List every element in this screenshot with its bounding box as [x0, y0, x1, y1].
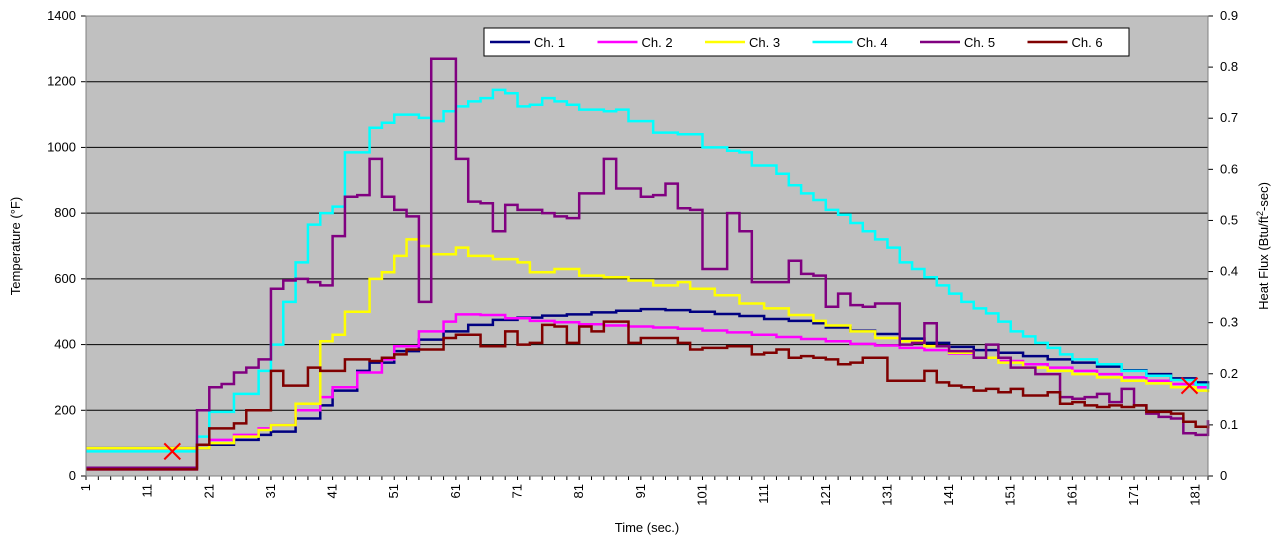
series-line-ch-3 — [86, 238, 1210, 450]
y-tick-label: 1200 — [47, 74, 76, 89]
y-axis-title: Temperature (°F) — [8, 197, 23, 295]
x-tick-label: 131 — [879, 484, 894, 506]
x-tick-label: 171 — [1126, 484, 1141, 506]
y-tick-label: 400 — [54, 337, 76, 352]
y-tick-label: 1400 — [47, 8, 76, 23]
x-marker — [163, 442, 182, 461]
legend-label: Ch. 6 — [1072, 35, 1103, 50]
y2-tick-label: 0.3 — [1220, 315, 1238, 330]
x-tick-label: 101 — [694, 484, 709, 506]
x-tick-label: 11 — [140, 484, 155, 498]
markers — [163, 376, 1199, 461]
legend: Ch. 1 Ch. 2 Ch. 3 Ch. 4 Ch. 5 Ch. 6 — [483, 27, 1130, 57]
y2-tick-label: 0.5 — [1220, 212, 1238, 227]
y2-tick-label: 0 — [1220, 468, 1227, 483]
x-tick-label: 1 — [78, 484, 93, 491]
x-tick-label: 151 — [1003, 484, 1018, 506]
y2-tick-label: 0.6 — [1220, 161, 1238, 176]
x-tick-label: 81 — [571, 484, 586, 498]
x-tick-label: 21 — [201, 484, 216, 498]
x-tick-label: 181 — [1188, 484, 1203, 506]
y2-tick-label: 0.9 — [1220, 8, 1238, 23]
series-line-ch-1 — [86, 307, 1210, 450]
y2-tick-label: 0.2 — [1220, 366, 1238, 381]
legend-label: Ch. 5 — [964, 35, 995, 50]
x-tick-label: 41 — [325, 484, 340, 498]
series-line-ch-6 — [86, 320, 1210, 471]
x-tick-label: 141 — [941, 484, 956, 506]
x-axis-title: Time (sec.) — [615, 520, 680, 535]
legend-label: Ch. 3 — [749, 35, 780, 50]
y2-tick-label: 0.8 — [1220, 59, 1238, 74]
x-tick-label: 51 — [386, 484, 401, 498]
legend-label: Ch. 1 — [534, 35, 565, 50]
y2-axis-title: Heat Flux (Btu/ft2-sec) — [1255, 182, 1271, 310]
y-tick-label: 0 — [69, 468, 76, 483]
y2-axis-ticks: 0 0.1 0.2 0.3 0.4 0.5 0.6 0.7 0.8 0.9 — [1208, 8, 1238, 483]
y-tick-label: 600 — [54, 271, 76, 286]
y2-axis-title-tail: -sec) — [1256, 182, 1271, 211]
series-line-ch-5 — [86, 57, 1210, 470]
y-tick-label: 800 — [54, 205, 76, 220]
y2-axis-title-main: Heat Flux (Btu/ft — [1256, 216, 1271, 310]
x-tick-label: 111 — [756, 484, 771, 504]
series-line-ch-2 — [86, 313, 1210, 471]
y2-tick-label: 0.4 — [1220, 264, 1238, 279]
x-axis-ticks: 1 11 21 31 41 51 61 71 81 91 101 111 121 131 141 151 161… — [78, 476, 1209, 506]
y-tick-label: 1000 — [47, 139, 76, 154]
x-tick-label: 31 — [263, 484, 278, 498]
x-tick-label: 161 — [1064, 484, 1079, 506]
series-line-ch-4 — [86, 88, 1210, 453]
y2-axis-title-sup: 2 — [1255, 211, 1265, 216]
plot-border — [85, 15, 1209, 477]
series-lines — [86, 57, 1210, 471]
x-tick-label: 71 — [510, 484, 525, 498]
x-tick-label: 91 — [633, 484, 648, 498]
legend-label: Ch. 4 — [857, 35, 888, 50]
legend-label: Ch. 2 — [642, 35, 673, 50]
x-tick-label: 61 — [448, 484, 463, 498]
x-marker — [1180, 376, 1199, 395]
y2-tick-label: 0.7 — [1220, 110, 1238, 125]
y-axis-ticks: 0 200 400 600 800 1000 1200 1400 — [47, 8, 86, 483]
plot-area — [86, 16, 1208, 476]
y-tick-label: 200 — [54, 402, 76, 417]
x-tick-label: 121 — [818, 484, 833, 506]
legend-box — [483, 27, 1130, 57]
y2-tick-label: 0.1 — [1220, 417, 1238, 432]
